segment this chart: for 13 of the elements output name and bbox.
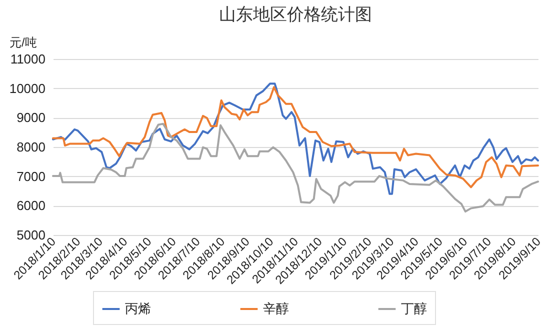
y-tick-label: 7000 — [16, 168, 46, 184]
chart-title: 山东地区价格统计图 — [219, 5, 372, 24]
y-tick-label: 6000 — [16, 198, 46, 214]
legend-label: 丁醇 — [401, 301, 427, 316]
line-series — [52, 122, 539, 213]
y-tick-label: 10000 — [9, 80, 46, 96]
y-tick-label: 8000 — [16, 140, 46, 154]
y-tick-label: 9000 — [16, 110, 46, 126]
y-tick-label: 5000 — [16, 228, 46, 242]
y-axis-title: 元/吨 — [10, 36, 37, 50]
legend-label: 丙烯 — [125, 301, 151, 316]
y-tick-label: 11000 — [10, 52, 46, 66]
legend-label: 辛醇 — [263, 301, 289, 316]
